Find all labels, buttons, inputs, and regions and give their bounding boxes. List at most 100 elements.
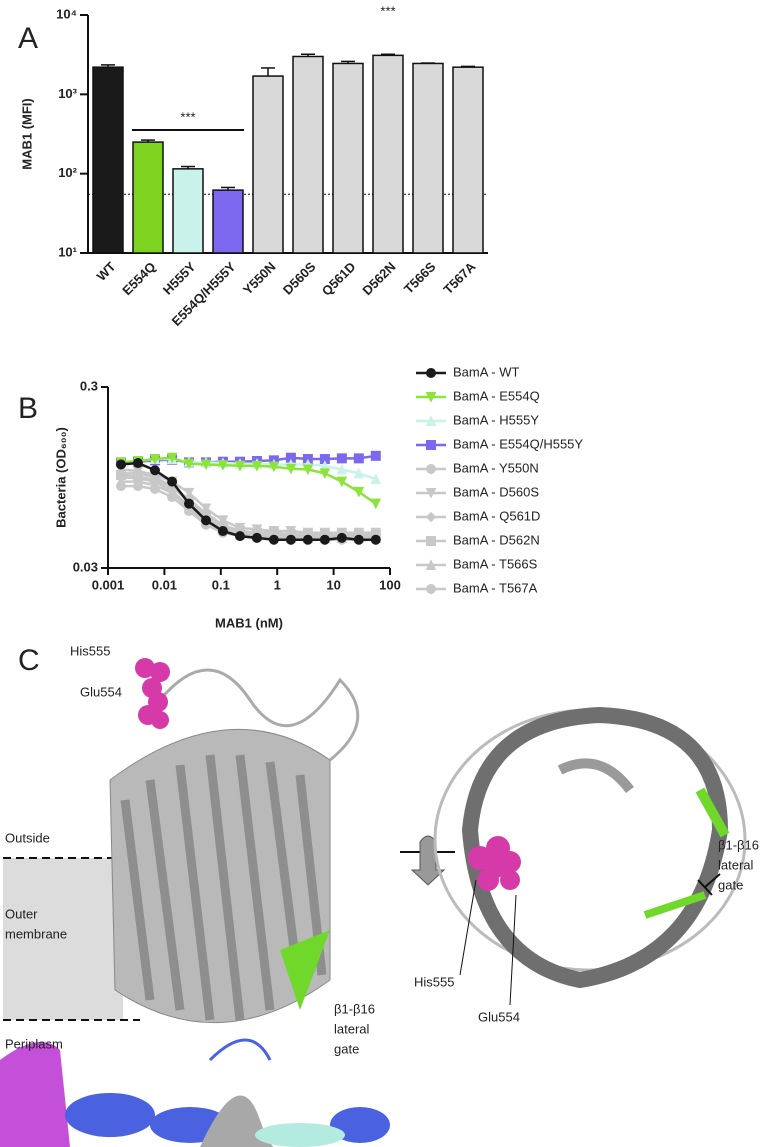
bar — [132, 141, 164, 254]
legend-marker — [425, 392, 437, 403]
x-tick-label: 0.001 — [92, 577, 125, 592]
panel-label: B — [18, 392, 38, 425]
marker — [251, 460, 263, 472]
panel-label: C — [18, 644, 40, 677]
potra-fold — [200, 1095, 320, 1147]
marker — [285, 463, 297, 475]
residue-label: His555 — [70, 643, 110, 658]
y-tick-label: 10³ — [58, 86, 77, 101]
legend-label: BamA - D562N — [453, 532, 540, 547]
y-tick-label: 0.3 — [80, 378, 98, 393]
marker — [336, 476, 348, 488]
residue-label: His555 — [414, 974, 454, 989]
gate-label: lateral — [718, 857, 754, 872]
marker — [115, 468, 126, 479]
marker — [268, 534, 279, 545]
bar — [212, 189, 244, 254]
series-line — [120, 461, 376, 541]
legend-label: BamA - E554Q/H555Y — [453, 436, 583, 451]
marker — [183, 458, 195, 470]
marker — [353, 534, 364, 545]
legend-label: BamA - T566S — [453, 556, 538, 571]
marker — [370, 498, 382, 510]
marker — [149, 454, 161, 465]
gate-label: β1-β16 — [334, 1001, 375, 1016]
y-tick-label: 0.03 — [73, 559, 98, 574]
marker — [302, 464, 314, 476]
bar — [92, 66, 124, 254]
residue-label: Glu554 — [80, 684, 122, 699]
marker — [201, 515, 212, 526]
y-tick-label: 10⁴ — [56, 6, 77, 21]
x-axis-label: MAB1 (nM) — [215, 615, 283, 630]
marker — [132, 458, 143, 469]
legend-label: BamA - Q561D — [453, 508, 540, 523]
gate-label: gate — [334, 1041, 359, 1056]
marker — [285, 534, 296, 545]
structure-right — [433, 706, 747, 1006]
legend-marker — [425, 559, 437, 570]
marker — [336, 453, 347, 464]
marker — [200, 503, 212, 515]
x-tick-label: H555Y — [160, 259, 199, 298]
marker — [235, 531, 246, 542]
bar — [332, 62, 364, 254]
marker — [200, 459, 212, 471]
marker — [370, 534, 381, 545]
legend-marker — [426, 368, 436, 378]
series-line — [120, 472, 376, 536]
bar — [372, 54, 404, 254]
series-line — [120, 468, 376, 534]
legend-marker — [426, 464, 436, 474]
x-tick-label: WT — [94, 259, 119, 284]
marker — [217, 460, 229, 471]
bar — [412, 62, 444, 254]
loop — [208, 1038, 272, 1062]
marker — [183, 487, 195, 499]
bar — [252, 75, 284, 254]
potra-helix — [255, 1123, 345, 1147]
y-axis-label: Bacteria (OD₆₀₀) — [53, 427, 68, 528]
periplasmic-domain — [0, 1042, 70, 1147]
membrane-band — [3, 858, 123, 1020]
x-tick-label: 0.01 — [152, 577, 177, 592]
marker — [132, 468, 143, 479]
marker — [353, 467, 365, 479]
annotation: *** — [380, 3, 395, 18]
lateral-gate-strand — [280, 930, 330, 1010]
marker — [319, 534, 330, 545]
marker — [302, 534, 313, 545]
loop — [158, 668, 360, 762]
legend-label: BamA - WT — [453, 364, 520, 379]
series-line — [120, 476, 376, 538]
legend-label: BamA - Y550N — [453, 460, 539, 475]
marker — [183, 498, 194, 509]
y-tick-label: 10¹ — [58, 244, 77, 259]
x-tick-label: Y550N — [240, 259, 279, 298]
legend-label: BamA - T567A — [453, 580, 538, 595]
residue-label: Glu554 — [478, 1009, 520, 1024]
x-tick-label: Q561D — [319, 259, 359, 299]
gate-label: gate — [718, 877, 743, 892]
legend-marker — [426, 584, 436, 594]
region-label: Outer — [5, 906, 38, 921]
marker — [149, 465, 160, 476]
residue-spheres — [135, 658, 170, 729]
y-tick-label: 10² — [58, 165, 77, 180]
marker — [115, 459, 126, 470]
marker — [166, 452, 178, 464]
x-tick-label: 0.1 — [212, 577, 230, 592]
marker — [353, 486, 365, 498]
x-tick-label: E554Q — [119, 259, 158, 298]
x-tick-label: 1 — [274, 577, 281, 592]
series-line — [120, 456, 377, 505]
marker — [319, 468, 331, 479]
marker — [251, 532, 262, 543]
legend-marker — [426, 536, 436, 546]
x-tick-label: D560S — [280, 259, 319, 298]
marker — [268, 461, 280, 473]
region-label: Periplasm — [5, 1036, 63, 1051]
marker — [370, 450, 381, 461]
marker — [353, 453, 364, 464]
